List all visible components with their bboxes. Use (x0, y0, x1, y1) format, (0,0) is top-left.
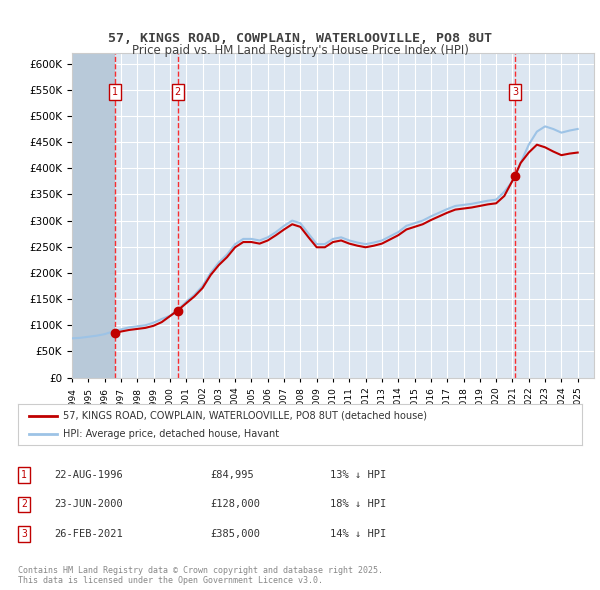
Text: 23-JUN-2000: 23-JUN-2000 (54, 500, 123, 509)
Text: 26-FEB-2021: 26-FEB-2021 (54, 529, 123, 539)
Text: 22-AUG-1996: 22-AUG-1996 (54, 470, 123, 480)
Text: 57, KINGS ROAD, COWPLAIN, WATERLOOVILLE, PO8 8UT: 57, KINGS ROAD, COWPLAIN, WATERLOOVILLE,… (108, 32, 492, 45)
Text: HPI: Average price, detached house, Havant: HPI: Average price, detached house, Hava… (63, 429, 279, 439)
Text: £385,000: £385,000 (210, 529, 260, 539)
Text: £128,000: £128,000 (210, 500, 260, 509)
Text: 3: 3 (21, 529, 27, 539)
Text: 2: 2 (175, 87, 181, 97)
Text: 57, KINGS ROAD, COWPLAIN, WATERLOOVILLE, PO8 8UT (detached house): 57, KINGS ROAD, COWPLAIN, WATERLOOVILLE,… (63, 411, 427, 421)
Bar (72, 53, 115, 378)
Text: Contains HM Land Registry data © Crown copyright and database right 2025.
This d: Contains HM Land Registry data © Crown c… (18, 566, 383, 585)
Text: Price paid vs. HM Land Registry's House Price Index (HPI): Price paid vs. HM Land Registry's House … (131, 44, 469, 57)
Text: £84,995: £84,995 (210, 470, 254, 480)
Text: 13% ↓ HPI: 13% ↓ HPI (330, 470, 386, 480)
Text: 1: 1 (21, 470, 27, 480)
Text: 3: 3 (512, 87, 518, 97)
Text: 18% ↓ HPI: 18% ↓ HPI (330, 500, 386, 509)
Text: 1: 1 (112, 87, 118, 97)
Text: 14% ↓ HPI: 14% ↓ HPI (330, 529, 386, 539)
Text: 2: 2 (21, 500, 27, 509)
